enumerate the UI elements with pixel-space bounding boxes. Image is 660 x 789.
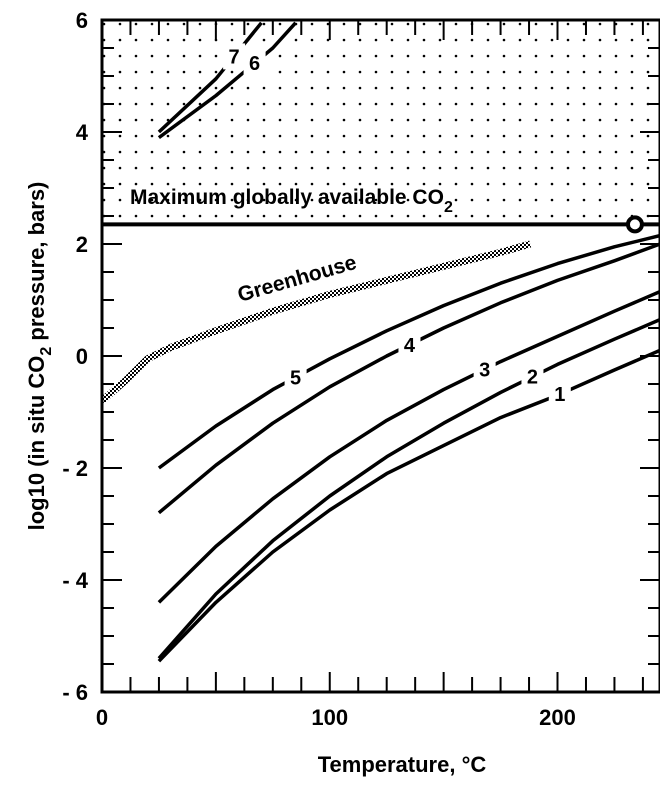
series-label-2: 2 <box>527 367 538 389</box>
plot-frame <box>100 18 660 694</box>
y-tick-label: 2 <box>76 232 88 257</box>
series-label-7: 7 <box>229 46 240 68</box>
series-line-3 <box>157 289 660 604</box>
max-co2-label-text: Maximum globally available CO <box>130 186 444 209</box>
axis-ticks <box>101 19 660 693</box>
series-line-7 <box>157 21 263 134</box>
max-co2-label-sub: 2 <box>444 199 453 216</box>
series-label-bg <box>548 381 571 408</box>
series-line-5 <box>157 233 660 470</box>
tick-labels: 0 100 200 - 6 - 4 - 2 0 2 4 6 <box>62 8 576 730</box>
x-tick-label: 0 <box>96 705 108 730</box>
series-line-2 <box>157 317 660 660</box>
greenhouse-line <box>102 240 532 404</box>
series-label-3: 3 <box>479 359 490 381</box>
y-tick-label: 0 <box>76 344 88 369</box>
series-label-bg <box>521 363 544 390</box>
y-axis-label-tail: pressure, bars) <box>24 182 49 347</box>
series-label-bg <box>243 50 266 77</box>
y-tick-label: - 6 <box>62 680 88 705</box>
y-tick-label: 6 <box>76 8 88 33</box>
series-label-5: 5 <box>290 367 301 389</box>
series-label-bg <box>473 356 496 383</box>
series-label-6: 6 <box>249 53 260 75</box>
series-line-1 <box>157 348 660 663</box>
series-label-4: 4 <box>404 335 416 357</box>
dotted-region <box>102 20 660 225</box>
series-group <box>157 21 660 663</box>
greenhouse-label: Greenhouse <box>235 251 359 307</box>
series-label-1: 1 <box>554 384 565 406</box>
x-axis-label: Temperature, °C <box>318 752 487 777</box>
y-tick-label: 4 <box>76 120 89 145</box>
series-label-bg <box>223 43 246 70</box>
y-axis-label-sub: 2 <box>38 347 55 356</box>
y-tick-label: - 4 <box>62 568 88 593</box>
y-axis-label-head: log10 (in situ CO <box>24 356 49 531</box>
x-tick-label: 200 <box>539 705 576 730</box>
y-tick-label: - 2 <box>62 456 88 481</box>
y-axis-label: log10 (in situ CO2 pressure, bars) <box>24 182 55 531</box>
max-co2-label: Maximum globally available CO2 <box>130 186 453 216</box>
series-label-bg <box>398 331 421 358</box>
x-tick-label: 100 <box>311 705 348 730</box>
max-co2-marker <box>625 215 644 234</box>
series-label-bg <box>284 364 307 391</box>
